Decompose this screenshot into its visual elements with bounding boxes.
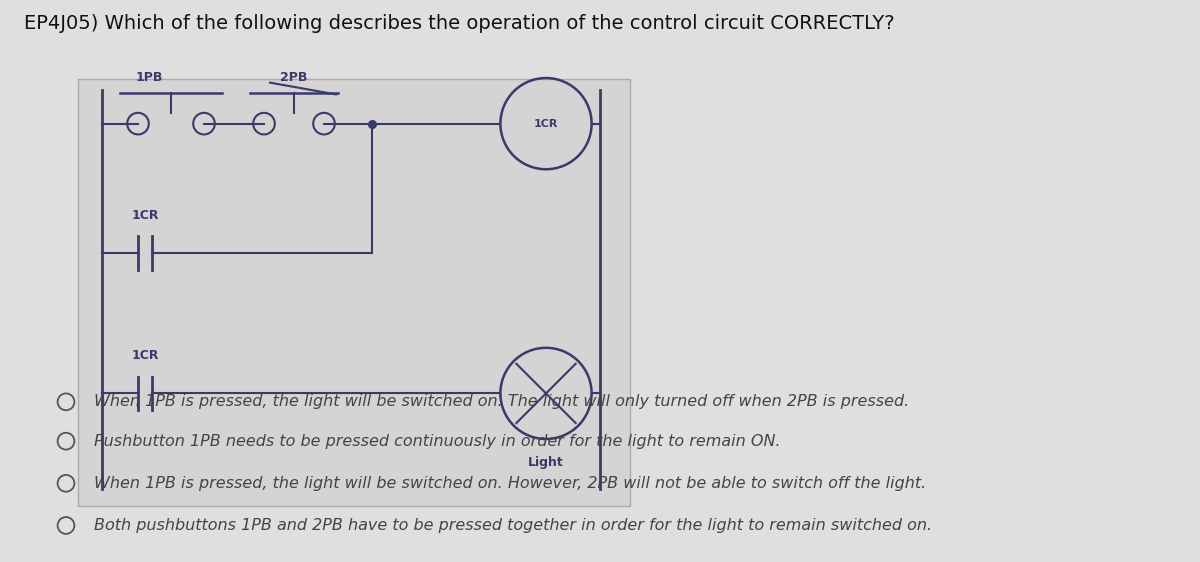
- Text: 1CR: 1CR: [132, 350, 158, 362]
- Text: Pushbutton 1PB needs to be pressed continuously in order for the light to remain: Pushbutton 1PB needs to be pressed conti…: [94, 434, 780, 448]
- Text: Light: Light: [528, 456, 564, 469]
- Text: 1CR: 1CR: [534, 119, 558, 129]
- Text: 2PB: 2PB: [281, 71, 307, 84]
- Text: 1PB: 1PB: [136, 71, 163, 84]
- Text: EP4J05) Which of the following describes the operation of the control circuit CO: EP4J05) Which of the following describes…: [24, 14, 895, 33]
- Text: 1CR: 1CR: [132, 209, 158, 222]
- Text: Both pushbuttons 1PB and 2PB have to be pressed together in order for the light : Both pushbuttons 1PB and 2PB have to be …: [94, 518, 931, 533]
- Text: When 1PB is pressed, the light will be switched on. However, 2PB will not be abl: When 1PB is pressed, the light will be s…: [94, 476, 926, 491]
- Text: When 1PB is pressed, the light will be switched on. The light will only turned o: When 1PB is pressed, the light will be s…: [94, 395, 908, 409]
- Bar: [78, 79, 630, 506]
